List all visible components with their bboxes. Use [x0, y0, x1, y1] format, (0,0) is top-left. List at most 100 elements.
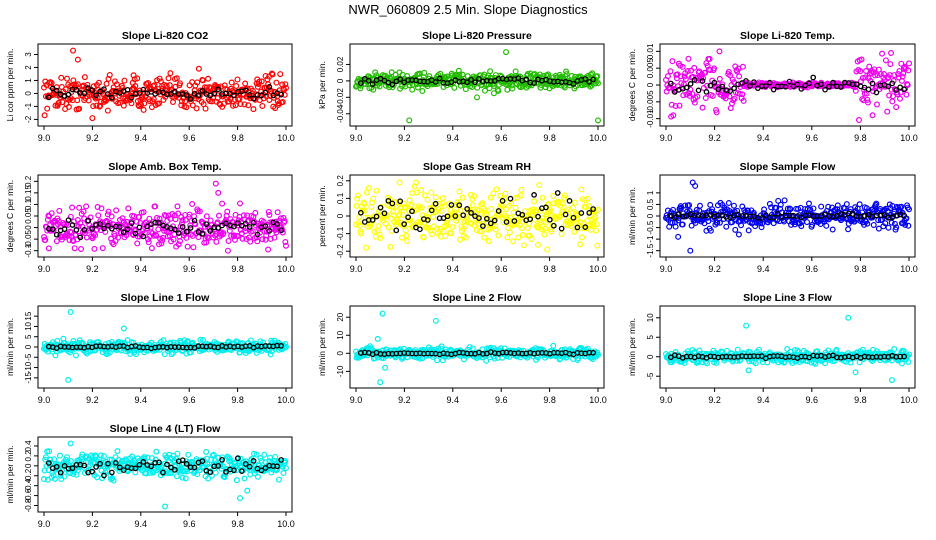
- data-point: [818, 203, 825, 210]
- data-point: [864, 99, 871, 106]
- data-point: [847, 359, 854, 366]
- data-point: [56, 452, 63, 459]
- mean-point: [156, 459, 162, 466]
- data-point: [194, 79, 201, 86]
- data-point: [277, 71, 284, 78]
- y-tick-label: -0.1: [24, 243, 33, 257]
- x-tick-label: 9.6: [806, 264, 819, 274]
- outlier-point: [130, 72, 137, 79]
- mean-point: [101, 86, 107, 92]
- y-tick-label: 0: [646, 213, 655, 218]
- data-point: [56, 207, 63, 214]
- data-point: [136, 214, 143, 221]
- data-point: [417, 219, 424, 226]
- mean-point: [893, 87, 900, 93]
- data-point: [528, 236, 535, 243]
- mean-point: [61, 463, 68, 469]
- data-point: [70, 77, 77, 84]
- mean-point: [357, 80, 364, 86]
- data-point: [684, 68, 691, 75]
- mean-point: [246, 224, 253, 230]
- data-point: [78, 245, 85, 252]
- data-point: [905, 206, 912, 213]
- data-point: [736, 73, 743, 80]
- data-point: [435, 206, 442, 213]
- data-point: [766, 200, 773, 207]
- mean-point: [199, 458, 206, 464]
- data-point: [900, 348, 907, 355]
- x-tick-label: 9.6: [495, 395, 508, 405]
- data-point: [556, 213, 563, 220]
- data-point: [884, 108, 891, 115]
- data-point: [451, 84, 458, 91]
- data-point: [476, 217, 483, 224]
- mean-point: [179, 223, 186, 230]
- data-point: [905, 358, 912, 365]
- plot-frame: [349, 305, 605, 389]
- mean-point: [97, 460, 103, 467]
- data-point: [101, 453, 108, 460]
- data-point: [357, 85, 364, 92]
- mean-point: [53, 231, 60, 238]
- data-point: [451, 209, 458, 216]
- data-point: [205, 475, 212, 482]
- data-point: [677, 73, 684, 80]
- data-point: [353, 202, 360, 209]
- data-point: [241, 101, 248, 108]
- mean-point: [417, 226, 423, 233]
- points-layer: [353, 49, 601, 124]
- data-point: [716, 219, 723, 226]
- mean-point: [171, 466, 178, 473]
- x-tick-label: 9.8: [543, 264, 556, 274]
- outlier-point: [745, 367, 752, 374]
- panel-title: Slope Sample Flow: [740, 161, 837, 173]
- data-point: [121, 77, 128, 84]
- x-tick-label: 9.6: [183, 133, 196, 143]
- data-point: [376, 231, 383, 238]
- data-point: [356, 222, 363, 229]
- mean-point: [562, 211, 569, 218]
- y-tick-label: -0.4: [24, 478, 33, 492]
- y-axis-label: ml/min per min.: [627, 187, 637, 245]
- y-tick-label: 0.2: [336, 175, 345, 187]
- y-tick-label: -0.6: [24, 488, 33, 502]
- outlier-point: [382, 364, 389, 371]
- mean-point: [668, 80, 674, 87]
- mean-point: [101, 472, 107, 479]
- data-point: [156, 75, 163, 82]
- mean-point: [794, 81, 801, 88]
- outlier-point: [60, 335, 67, 342]
- x-tick-label: 9.4: [757, 395, 770, 405]
- data-point: [371, 228, 378, 235]
- mean-point: [401, 221, 408, 227]
- mean-point: [511, 218, 518, 224]
- data-point: [745, 227, 752, 234]
- x-tick-label: 9.2: [86, 133, 99, 143]
- data-point: [363, 244, 370, 251]
- mean-point: [156, 220, 162, 226]
- mean-point: [691, 77, 698, 83]
- data-point: [159, 234, 166, 241]
- data-point: [110, 84, 117, 91]
- outlier-point: [377, 379, 384, 386]
- data-point: [179, 217, 186, 224]
- data-point: [145, 239, 152, 246]
- data-point: [283, 465, 290, 472]
- data-point: [886, 92, 893, 99]
- points-layer: [40, 309, 290, 383]
- data-point: [563, 68, 570, 75]
- data-point: [541, 231, 548, 238]
- data-point: [159, 237, 166, 244]
- data-point: [178, 102, 185, 109]
- data-point: [561, 84, 568, 91]
- mean-point: [69, 465, 76, 472]
- data-point: [487, 194, 494, 201]
- data-point: [902, 221, 909, 228]
- data-point: [716, 75, 723, 82]
- data-point: [492, 223, 499, 230]
- data-point: [189, 201, 196, 208]
- mean-point: [806, 80, 813, 87]
- data-point: [905, 222, 912, 229]
- data-point: [40, 476, 47, 483]
- data-point: [904, 352, 911, 359]
